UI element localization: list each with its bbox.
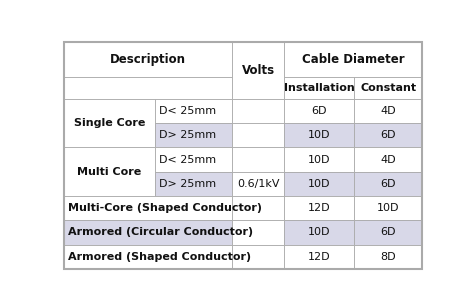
Bar [155,99,232,123]
Bar [155,148,232,172]
Text: 12D: 12D [308,252,330,262]
Text: Armored (Circular Conductor): Armored (Circular Conductor) [68,228,253,237]
Bar [64,245,232,269]
Text: Volts: Volts [242,64,275,77]
Bar [354,77,422,99]
Text: D< 25mm: D< 25mm [159,106,217,116]
Bar [354,245,422,269]
Bar [354,123,422,148]
Text: Constant: Constant [360,83,416,93]
Text: 10D: 10D [308,179,330,189]
Bar [155,172,232,196]
Text: Description: Description [110,53,186,66]
Bar [232,196,284,220]
Bar [232,42,284,99]
Text: 10D: 10D [308,155,330,164]
Text: 10D: 10D [308,130,330,140]
Text: Multi Core: Multi Core [77,167,142,177]
Text: Multi-Core (Shaped Conductor): Multi-Core (Shaped Conductor) [68,203,262,213]
Bar [284,220,354,245]
Bar [64,220,232,245]
Bar [354,99,422,123]
Text: Cable Diameter: Cable Diameter [302,53,404,66]
Text: Armored (Shaped Conductor): Armored (Shaped Conductor) [68,252,251,262]
Bar [232,99,284,123]
Bar [64,148,155,196]
Bar [64,42,232,77]
Bar [155,123,232,148]
Bar [284,42,422,77]
Bar [284,123,354,148]
Text: D< 25mm: D< 25mm [159,155,217,164]
Bar [284,77,354,99]
Bar [284,148,354,172]
Bar [354,172,422,196]
Text: Installation: Installation [284,83,355,93]
Text: 4D: 4D [380,155,396,164]
Text: 8D: 8D [380,252,396,262]
Text: 0.6/1kV: 0.6/1kV [237,179,279,189]
Text: 10D: 10D [308,228,330,237]
Text: D> 25mm: D> 25mm [159,130,217,140]
Text: D> 25mm: D> 25mm [159,179,217,189]
Bar [64,77,232,99]
Bar [284,99,354,123]
Text: 6D: 6D [380,130,396,140]
Text: 10D: 10D [377,203,400,213]
Bar [354,220,422,245]
Text: 12D: 12D [308,203,330,213]
Bar [232,220,284,245]
Bar [354,196,422,220]
Bar [354,148,422,172]
Text: Single Core: Single Core [73,118,145,128]
Text: 6D: 6D [380,179,396,189]
Bar [232,172,284,196]
Bar [232,148,284,172]
Bar [284,196,354,220]
Text: 6D: 6D [380,228,396,237]
Bar [232,123,284,148]
Bar [284,172,354,196]
Bar [232,245,284,269]
Bar [64,99,155,148]
Bar [64,196,232,220]
Text: 6D: 6D [311,106,327,116]
Bar [284,245,354,269]
Text: 4D: 4D [380,106,396,116]
